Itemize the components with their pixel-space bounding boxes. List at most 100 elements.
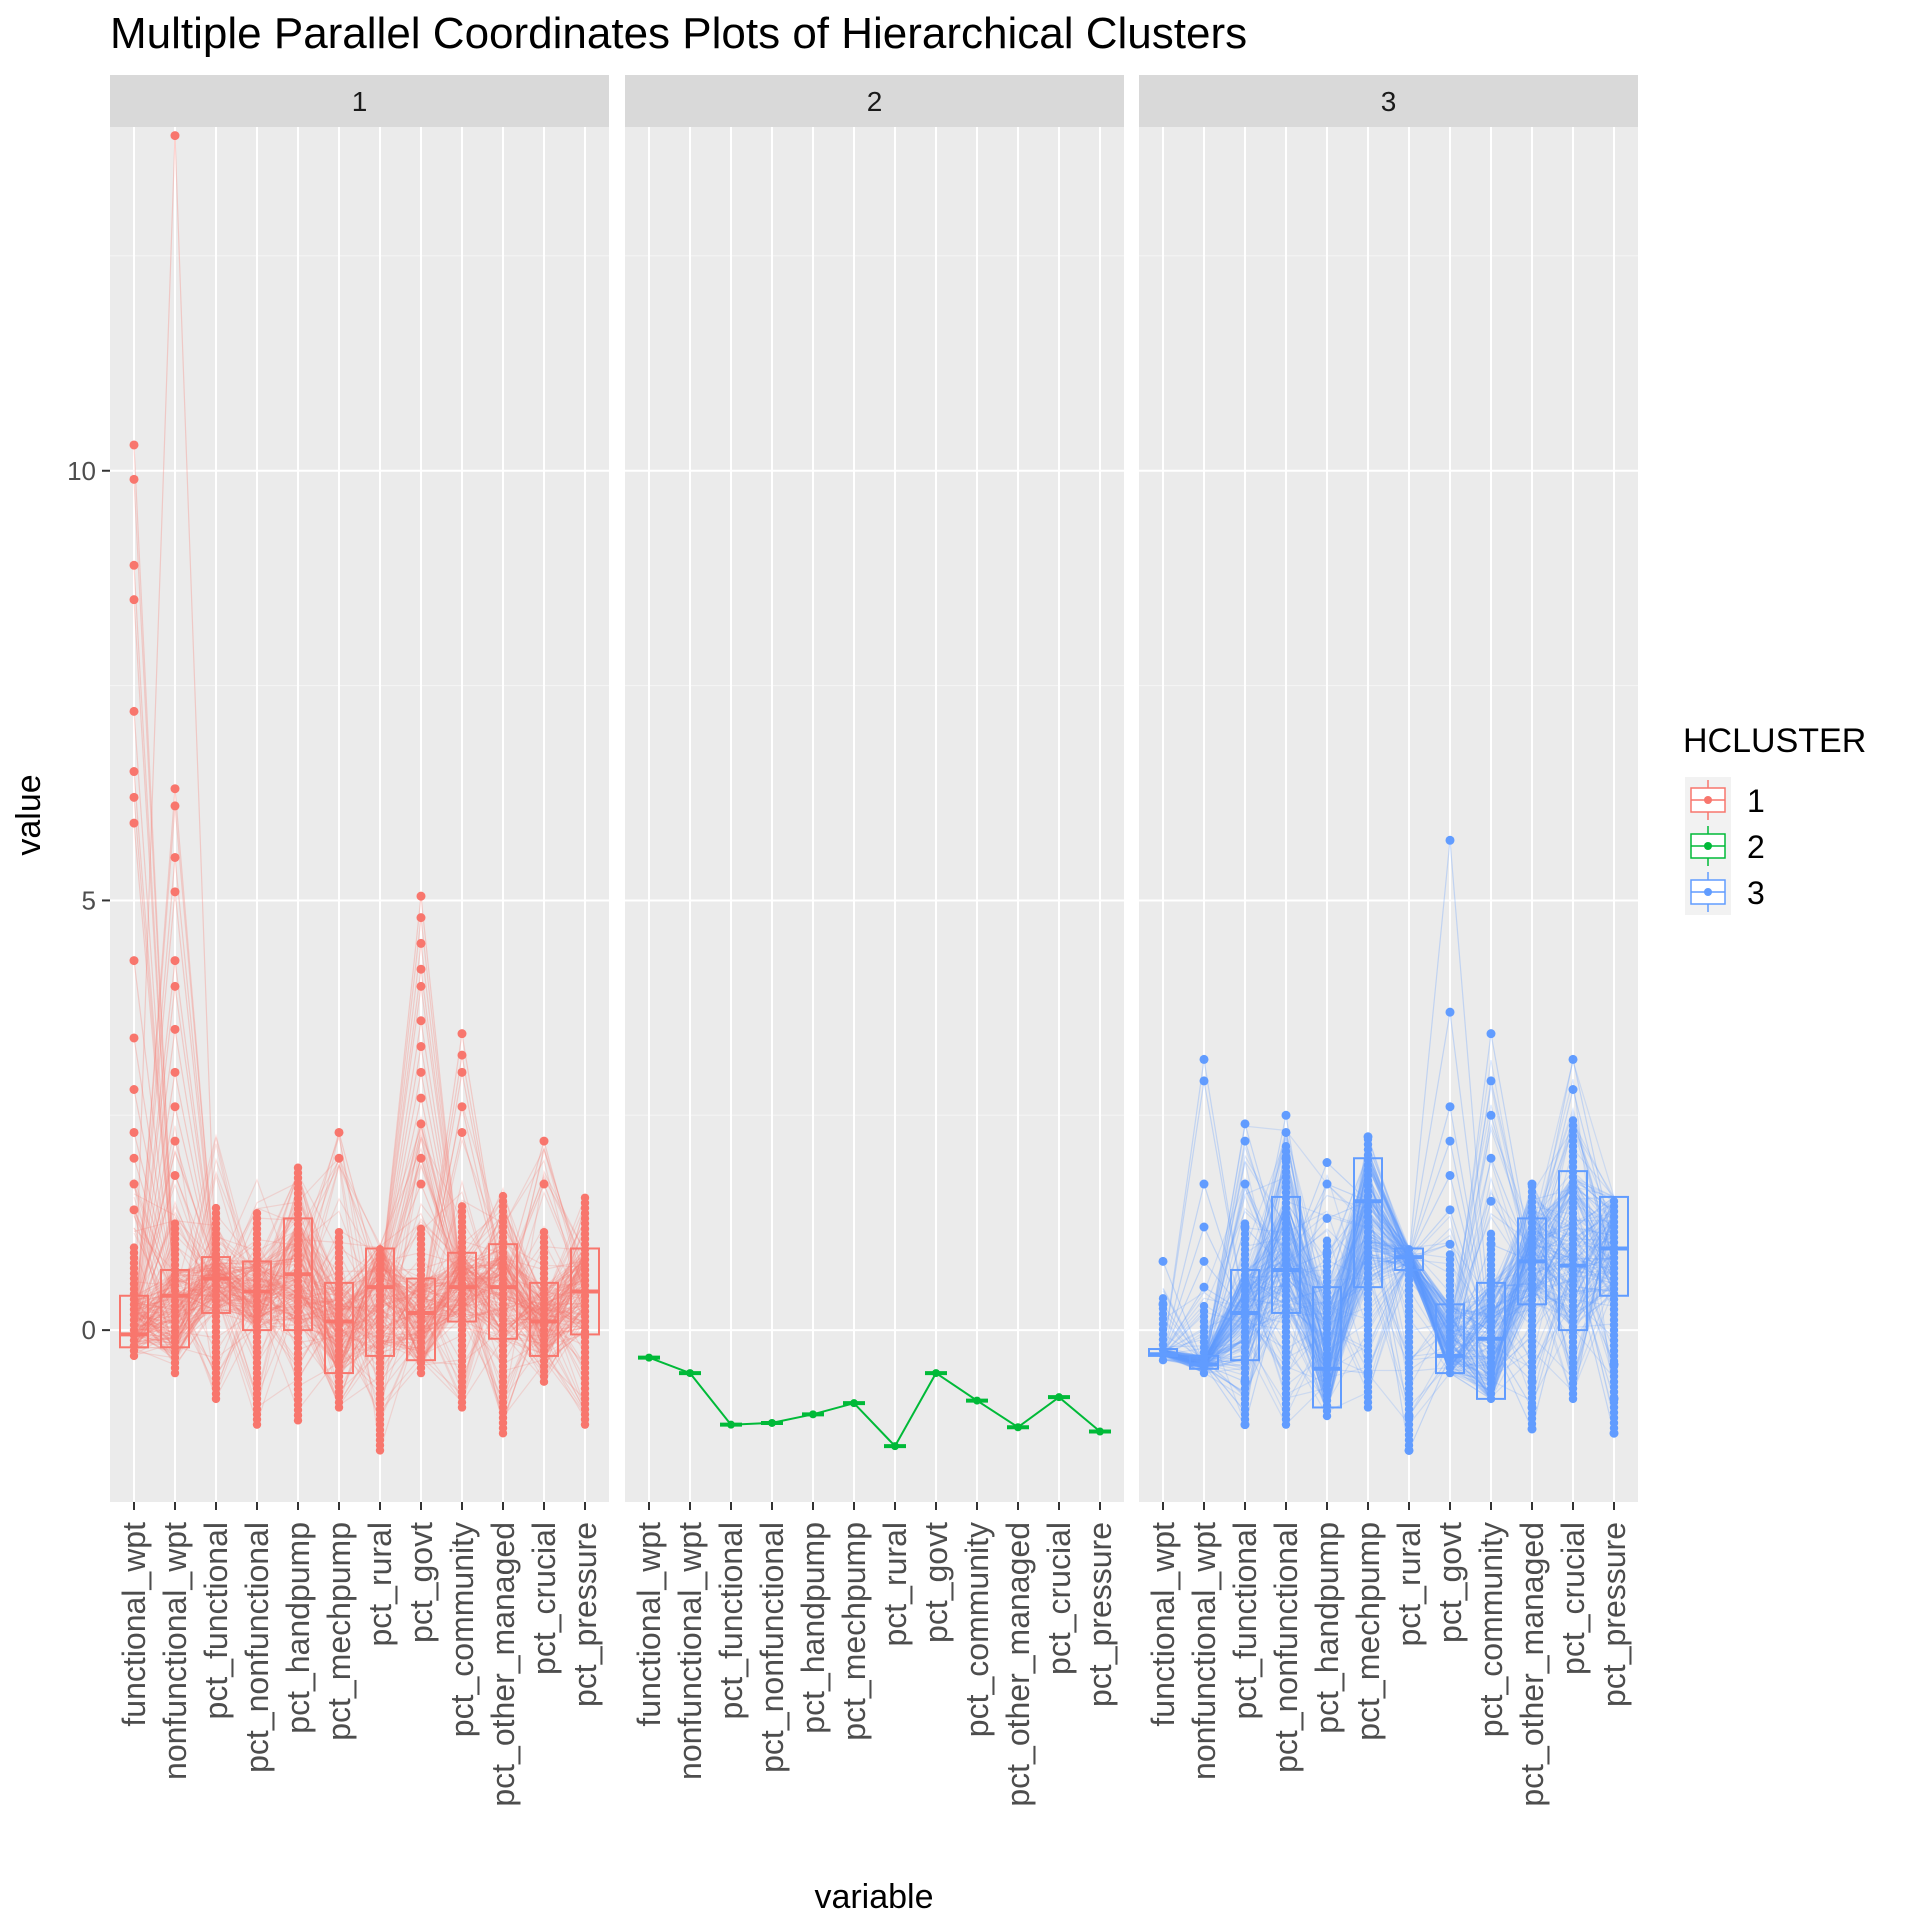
outlier-point-pct_pressure	[1609, 1428, 1619, 1438]
boxplot-box	[1476, 1281, 1506, 1400]
outlier-point-pct_community	[1486, 1110, 1496, 1120]
series-line	[1162, 1174, 1615, 1381]
series-line	[1162, 1058, 1615, 1378]
series-line	[1162, 1170, 1615, 1426]
boxplot-pct_nonfunctional	[1271, 1195, 1301, 1314]
series-line	[133, 1207, 586, 1372]
series-line	[1162, 1127, 1615, 1380]
outlier-point-functional_wpt	[129, 474, 139, 484]
outlier-link	[1449, 1243, 1492, 1339]
outlier-link	[1367, 1136, 1410, 1258]
series-line	[1162, 1192, 1615, 1413]
series-line	[133, 1172, 586, 1336]
outlier-point-pct_other_managed	[1527, 1377, 1537, 1387]
data-point-pct_govt	[1445, 1250, 1455, 1259]
outlier-link	[1408, 1012, 1451, 1258]
outlier-link	[1449, 1080, 1492, 1356]
outlier-point-functional_wpt	[129, 767, 139, 777]
series-line	[133, 1176, 586, 1344]
series-line	[133, 1200, 586, 1357]
series-line	[1162, 1086, 1615, 1382]
series-line	[133, 1169, 586, 1388]
outlier-link	[1203, 1183, 1246, 1314]
x-tick-label-pct_functional: pct_functional	[1227, 1522, 1263, 1719]
series-line	[133, 1125, 586, 1392]
series-line	[133, 1193, 586, 1361]
outlier-link	[379, 917, 422, 1288]
series-line	[1162, 1205, 1615, 1388]
series-line	[1162, 1115, 1615, 1372]
outlier-link	[133, 1029, 176, 1335]
series-line	[133, 1210, 586, 1342]
outlier-point-nonfunctional_wpt	[170, 887, 180, 897]
outlier-link	[133, 1183, 176, 1296]
outlier-link	[1244, 1140, 1287, 1271]
outlier-point-nonfunctional_wpt	[1199, 1256, 1209, 1266]
series-line	[1162, 1194, 1615, 1368]
boxplot-pct_crucial	[1558, 1170, 1588, 1332]
data-point-pct_pressure	[1096, 1427, 1104, 1436]
series-line	[133, 1137, 586, 1420]
series-line	[133, 1196, 586, 1413]
data-point-pct_pressure	[1609, 1197, 1619, 1206]
series-line	[1162, 1125, 1615, 1369]
outlier-point-functional_wpt	[129, 1205, 139, 1215]
outlier-link	[461, 1055, 504, 1288]
series-line	[1162, 1179, 1615, 1377]
series-line	[133, 1265, 586, 1353]
outlier-link	[1572, 1089, 1615, 1249]
data-point-nonfunctional_wpt	[170, 1219, 180, 1228]
series-line	[1162, 1215, 1615, 1418]
data-point-pct_other_managed	[1014, 1423, 1022, 1432]
series-line	[1162, 1202, 1615, 1369]
outlier-link	[133, 1158, 176, 1296]
outlier-link	[1203, 1261, 1246, 1314]
outlier-link	[420, 1055, 463, 1314]
series-line	[133, 1251, 586, 1416]
series-line	[1162, 1191, 1615, 1375]
series-line	[1162, 1187, 1615, 1379]
x-tick-label-pct_mechpump: pct_mechpump	[321, 1522, 357, 1741]
outlier-point-pct_mechpump	[334, 1127, 344, 1137]
y-axis-title: value	[10, 774, 48, 855]
outlier-point-pct_community	[1486, 1076, 1496, 1086]
outlier-link	[133, 857, 176, 1335]
data-point-pct_mechpump	[334, 1227, 344, 1237]
series-line	[1162, 1205, 1615, 1426]
outlier-link	[1408, 840, 1451, 1258]
series-line	[1162, 1138, 1615, 1425]
outlier-link	[1531, 1059, 1574, 1262]
x-tick-label-pct_other_managed: pct_other_managed	[485, 1522, 521, 1807]
y-tick-label: 0	[82, 1315, 96, 1345]
outlier-link	[420, 917, 463, 1288]
outlier-link	[133, 771, 176, 1296]
series-line	[133, 1277, 586, 1356]
series-line	[133, 1134, 586, 1422]
series-line	[1162, 1196, 1615, 1357]
outlier-point-pct_pressure	[1609, 1394, 1619, 1404]
series-line	[133, 1257, 586, 1366]
outlier-link	[1449, 1140, 1492, 1339]
data-point-pct_handpump	[809, 1410, 817, 1419]
series-line	[1162, 1165, 1615, 1405]
outlier-link	[543, 1140, 586, 1292]
series-line	[1162, 1180, 1615, 1377]
outlier-link	[420, 1132, 463, 1314]
series-line	[1162, 1212, 1615, 1393]
series-line	[133, 1208, 586, 1400]
series-line	[133, 1143, 586, 1337]
legend-item-2: 2	[1685, 823, 1765, 869]
series-line	[133, 1156, 586, 1348]
series-line	[133, 1245, 586, 1375]
series-line	[133, 1220, 586, 1407]
outlier-link	[420, 969, 463, 1288]
outlier-point-pct_other_managed	[1527, 1424, 1537, 1434]
series-line	[1162, 1194, 1615, 1415]
outlier-link	[1326, 1200, 1369, 1254]
outlier-point-nonfunctional_wpt	[170, 1024, 180, 1034]
series-line	[1162, 1150, 1615, 1372]
strip-label-1: 1	[352, 86, 368, 117]
outlier-link	[174, 960, 217, 1279]
series-line	[133, 1197, 586, 1351]
outlier-point-nonfunctional_wpt	[170, 1067, 180, 1077]
